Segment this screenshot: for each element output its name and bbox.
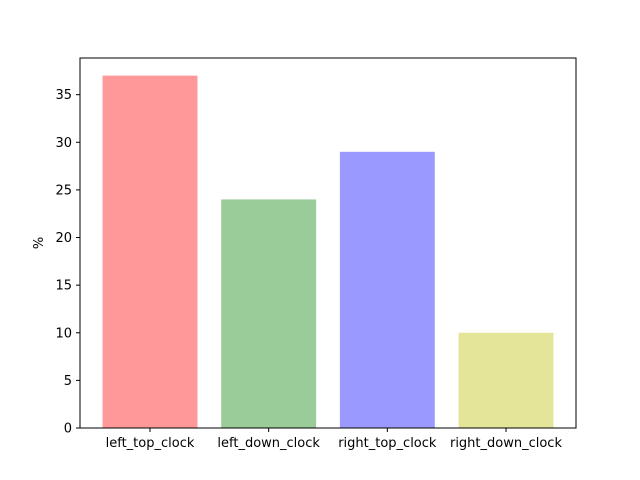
bar-left-top-clock <box>102 75 198 428</box>
y-tick-label: 25 <box>55 183 72 198</box>
x-tick-label: right_top_clock <box>338 436 437 451</box>
y-tick-label: 15 <box>55 279 72 294</box>
y-tick-label: 10 <box>55 326 72 341</box>
bar-left-down-clock <box>221 199 317 428</box>
x-tick-label: left_down_clock <box>217 436 320 451</box>
bar-right-down-clock <box>458 332 554 428</box>
y-tick-label: 35 <box>55 88 72 103</box>
x-tick-label: right_down_clock <box>450 436 562 451</box>
y-tick-label: 30 <box>55 136 72 151</box>
y-tick-label: 5 <box>64 374 72 389</box>
y-tick-label: 0 <box>64 422 72 437</box>
x-axis-ticks: left_top_clock left_down_clock right_top_c… <box>106 428 562 451</box>
y-axis-ticks: 0 5 10 15 20 25 30 35 <box>55 88 80 437</box>
x-tick-label: left_top_clock <box>106 436 195 451</box>
bar-right-top-clock <box>339 151 435 429</box>
y-axis-label: % <box>32 237 47 249</box>
bars-group <box>102 75 554 429</box>
plot-frame <box>79 57 577 429</box>
y-tick-label: 20 <box>55 231 72 246</box>
